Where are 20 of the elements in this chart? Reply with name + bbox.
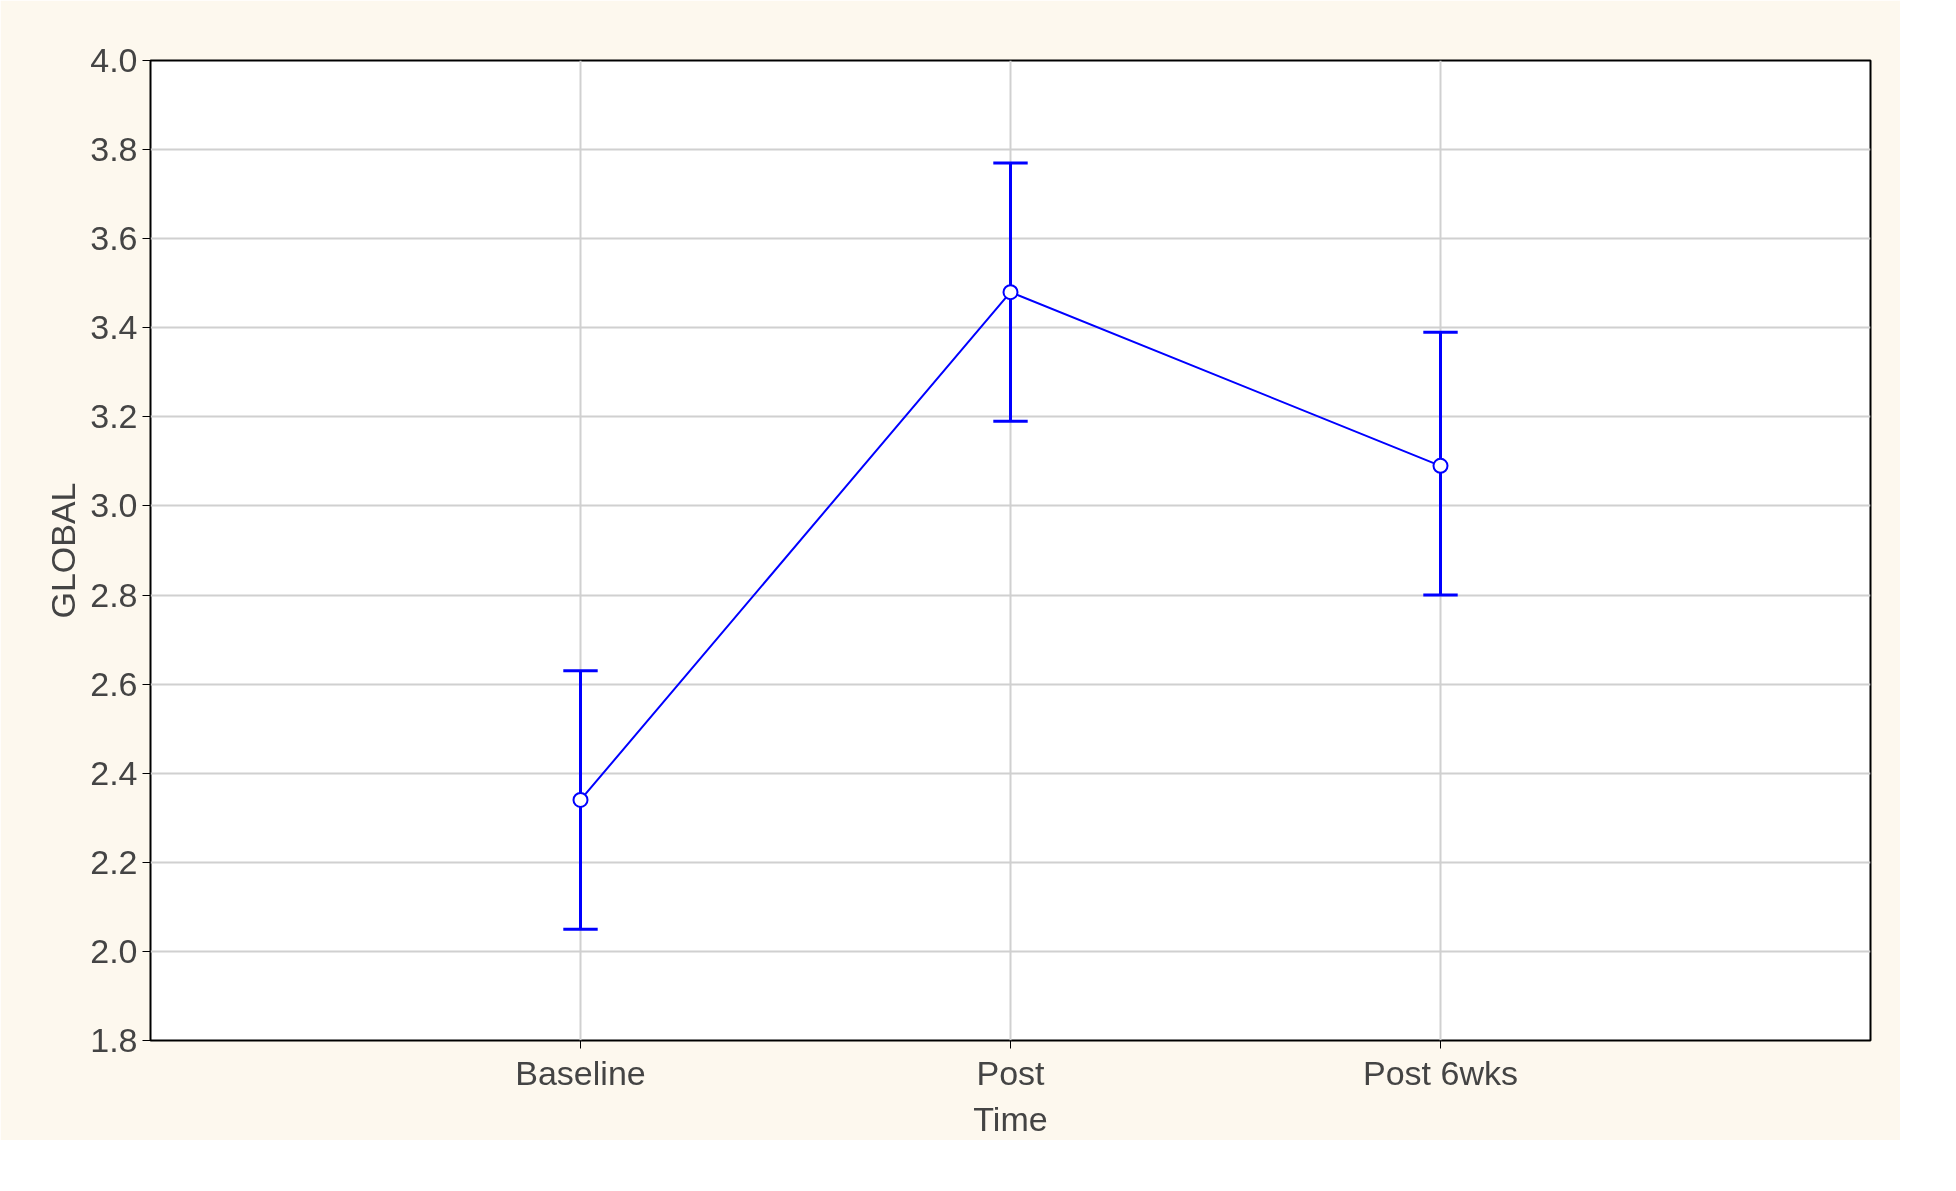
y-tick-label: 2.8 xyxy=(90,575,138,614)
x-tick-label: Baseline xyxy=(515,1053,646,1092)
y-tick-label: 4.0 xyxy=(90,41,138,79)
y-tick-label: 2.6 xyxy=(90,664,138,703)
y-tick-label: 2.4 xyxy=(90,753,138,792)
point xyxy=(1432,457,1449,474)
y-tick-label: 3.4 xyxy=(90,308,138,347)
y-tick-label: 3.8 xyxy=(90,130,138,169)
point xyxy=(1002,284,1019,301)
y-tick-label: 2.0 xyxy=(90,931,138,970)
x-tick-label: Post 6wks xyxy=(1363,1053,1518,1092)
y-tick-label: 3.6 xyxy=(90,219,138,258)
y-tick-label: 1.8 xyxy=(90,1021,138,1059)
x-tick-label: Post xyxy=(976,1053,1046,1092)
x-axis-title: Time xyxy=(973,1099,1048,1138)
y-tick-label: 3.0 xyxy=(90,486,138,525)
y-tick-label: 3.2 xyxy=(90,397,138,436)
y-tick-label: 2.2 xyxy=(90,842,138,881)
point xyxy=(572,791,589,808)
y-axis-title: GLOBAL xyxy=(44,482,83,619)
